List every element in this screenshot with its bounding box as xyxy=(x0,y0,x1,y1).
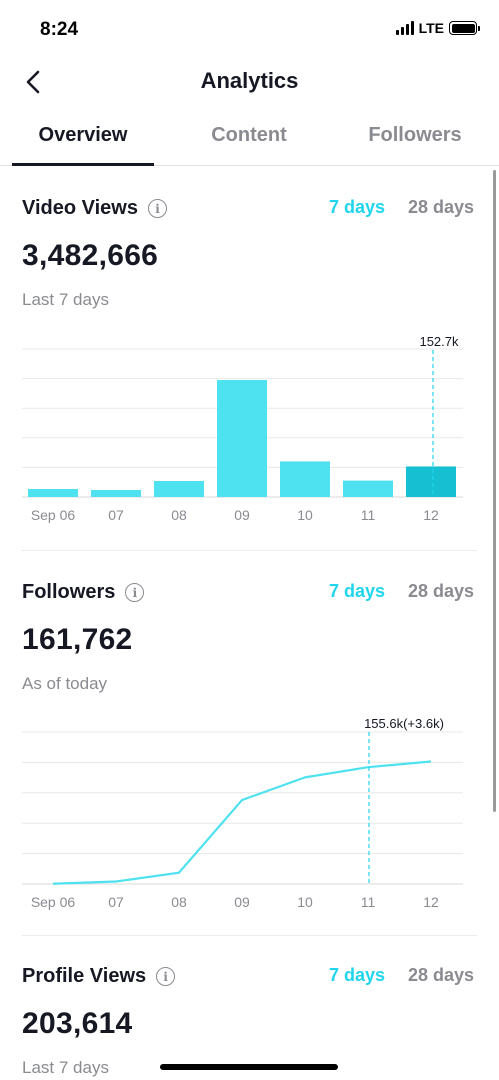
x-tick-label: 07 xyxy=(108,507,124,523)
x-tick-label: 08 xyxy=(171,894,187,910)
video-views-total: 3,482,666 xyxy=(22,239,159,272)
section-divider xyxy=(22,935,477,936)
x-tick-label: 12 xyxy=(423,894,439,910)
followers-line-chart[interactable]: Sep 06 07 08 09 10 11 12 155.6k(+3.6k) xyxy=(0,712,499,917)
video-views-title-row: Video Views i xyxy=(22,197,167,220)
home-indicator[interactable] xyxy=(160,1064,338,1070)
profile-views-period: Last 7 days xyxy=(22,1058,109,1077)
status-bar: 8:24 LTE xyxy=(0,0,499,56)
status-time: 8:24 xyxy=(40,19,79,40)
nav-bar: Analytics xyxy=(0,56,499,108)
range-7-days-button[interactable]: 7 days xyxy=(329,581,386,601)
x-tick-label: 11 xyxy=(361,894,376,910)
range-28-days-button[interactable]: 28 days xyxy=(408,965,475,985)
tab-overview[interactable]: Overview xyxy=(38,124,128,146)
status-indicators: LTE xyxy=(395,20,480,36)
tab-content[interactable]: Content xyxy=(211,124,287,146)
active-tab-indicator xyxy=(12,163,154,166)
profile-views-title-row: Profile Views i xyxy=(22,965,176,988)
bar xyxy=(154,481,204,497)
battery-icon xyxy=(449,21,480,35)
back-button[interactable] xyxy=(18,66,50,98)
x-tick-label: Sep 06 xyxy=(31,507,76,523)
bar xyxy=(280,461,330,497)
video-views-bar-chart[interactable]: Sep 06 07 08 09 10 11 12 152.7k xyxy=(0,330,499,530)
video-views-period: Last 7 days xyxy=(22,290,109,309)
range-7-days-button[interactable]: 7 days xyxy=(329,197,386,217)
data-tooltip: 152.7k xyxy=(419,334,459,349)
video-views-title: Video Views xyxy=(22,197,138,219)
signal-icon xyxy=(395,21,414,35)
tab-followers[interactable]: Followers xyxy=(368,124,462,146)
range-28-days-button[interactable]: 28 days xyxy=(408,197,475,217)
x-tick-label: 10 xyxy=(297,894,313,910)
scrollbar[interactable] xyxy=(493,170,496,812)
bar xyxy=(343,480,393,497)
chevron-left-icon xyxy=(26,70,40,94)
bar xyxy=(217,380,267,497)
profile-views-title: Profile Views xyxy=(22,965,147,987)
bar xyxy=(28,489,78,497)
tab-bar: Overview Content Followers xyxy=(0,112,499,166)
range-7-days-button[interactable]: 7 days xyxy=(329,965,386,985)
x-tick-label: 07 xyxy=(108,894,124,910)
x-tick-label: 10 xyxy=(297,507,313,523)
info-icon[interactable]: i xyxy=(125,583,145,602)
range-28-days-button[interactable]: 28 days xyxy=(408,581,475,601)
data-tooltip: 155.6k(+3.6k) xyxy=(364,716,444,731)
x-tick-label: 09 xyxy=(234,894,250,910)
followers-period: As of today xyxy=(22,674,108,693)
x-tick-label: 12 xyxy=(423,507,439,523)
bar xyxy=(91,490,141,497)
x-tick-label: 09 xyxy=(234,507,250,523)
bar xyxy=(406,466,456,497)
x-tick-label: Sep 06 xyxy=(31,894,76,910)
page-title: Analytics xyxy=(200,68,299,93)
followers-title: Followers xyxy=(22,581,116,603)
network-type: LTE xyxy=(418,20,444,36)
x-tick-label: 11 xyxy=(361,507,376,523)
section-divider xyxy=(22,550,477,551)
followers-total: 161,762 xyxy=(22,623,133,656)
info-icon[interactable]: i xyxy=(156,967,176,986)
followers-title-row: Followers i xyxy=(22,581,145,604)
series-line xyxy=(52,760,432,885)
profile-views-total: 203,614 xyxy=(22,1007,133,1040)
x-tick-label: 08 xyxy=(171,507,187,523)
info-icon[interactable]: i xyxy=(148,199,167,218)
